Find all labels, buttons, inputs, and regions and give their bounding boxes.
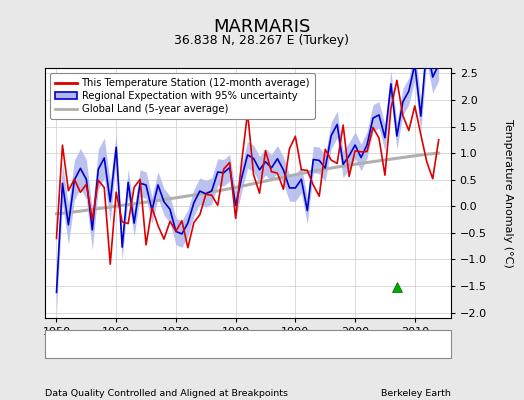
FancyBboxPatch shape bbox=[45, 330, 451, 358]
Text: 36.838 N, 28.267 E (Turkey): 36.838 N, 28.267 E (Turkey) bbox=[174, 34, 350, 47]
Text: Berkeley Earth: Berkeley Earth bbox=[381, 389, 451, 398]
Legend: This Temperature Station (12-month average), Regional Expectation with 95% uncer: This Temperature Station (12-month avera… bbox=[50, 73, 315, 119]
Text: MARMARIS: MARMARIS bbox=[213, 18, 311, 36]
Text: Data Quality Controlled and Aligned at Breakpoints: Data Quality Controlled and Aligned at B… bbox=[45, 389, 288, 398]
Y-axis label: Temperature Anomaly (°C): Temperature Anomaly (°C) bbox=[504, 119, 514, 267]
Legend: Station Move, Record Gap, Time of Obs. Change, Empirical Break: Station Move, Record Gap, Time of Obs. C… bbox=[57, 337, 438, 351]
